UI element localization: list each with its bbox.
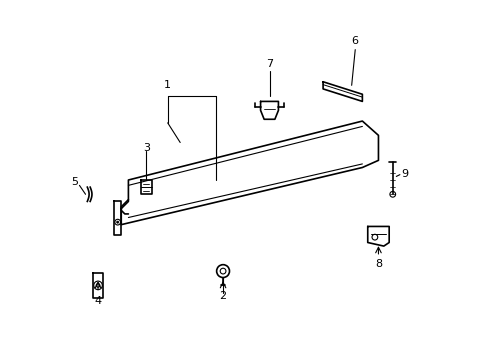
Text: 3: 3 bbox=[142, 143, 149, 153]
Text: 5: 5 bbox=[71, 177, 78, 187]
Circle shape bbox=[116, 221, 119, 223]
Text: 9: 9 bbox=[401, 169, 408, 179]
Text: 7: 7 bbox=[265, 59, 272, 69]
Text: 6: 6 bbox=[351, 36, 358, 46]
Text: 4: 4 bbox=[94, 296, 102, 306]
Text: 1: 1 bbox=[164, 80, 171, 90]
Text: 2: 2 bbox=[219, 291, 226, 301]
Text: 8: 8 bbox=[374, 259, 381, 269]
